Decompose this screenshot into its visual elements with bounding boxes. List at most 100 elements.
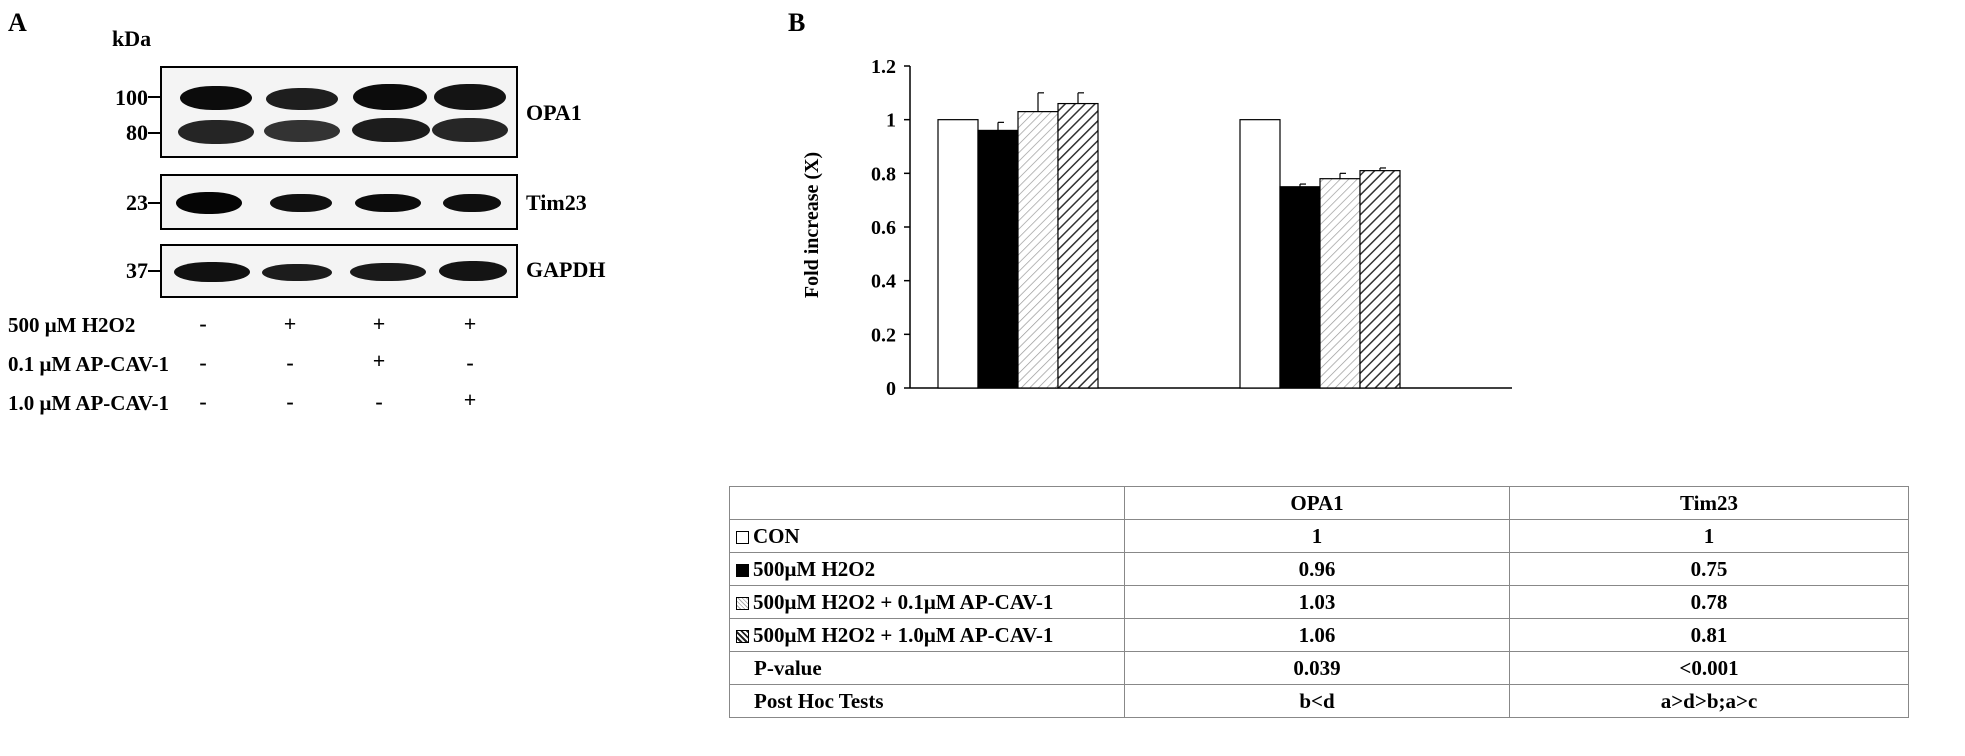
- table-header-opa1: OPA1: [1124, 486, 1510, 520]
- blot-tim23: [160, 174, 518, 230]
- table-row: 500μM H2O2 + 0.1μM AP-CAV-1 1.03 0.78: [729, 585, 1909, 619]
- band: [270, 194, 332, 212]
- table-header-tim23: Tim23: [1509, 486, 1909, 520]
- treatment-sign: -: [199, 350, 207, 375]
- treatment-sign: +: [372, 311, 386, 336]
- band: [439, 261, 507, 281]
- band: [353, 84, 427, 110]
- legend-swatch-white: [736, 530, 749, 544]
- blot-label-tim23: Tim23: [526, 190, 587, 215]
- treatment-sign: -: [466, 350, 474, 375]
- marker-23: 23: [126, 190, 148, 215]
- table-cell: 0.75: [1509, 552, 1909, 586]
- table-row-label: Post Hoc Tests: [754, 688, 884, 713]
- treatment-label-0-1-apcav1: 0.1 μM AP-CAV-1: [8, 352, 170, 376]
- band: [355, 194, 421, 212]
- blot-opa1: [160, 66, 518, 158]
- treatment-sign: +: [283, 311, 297, 336]
- table-cell: 1: [1509, 519, 1909, 553]
- band: [443, 194, 501, 212]
- treatment-sign: +: [372, 348, 386, 373]
- blot-label-opa1: OPA1: [526, 100, 582, 125]
- table-row: CON 1 1: [729, 519, 1909, 553]
- y-tick-label: 0: [886, 378, 896, 400]
- table-cell: b<d: [1124, 684, 1510, 718]
- table-row-label-cell: 500μM H2O2: [729, 552, 1125, 586]
- panel-a-label: A: [8, 8, 27, 37]
- table-cell: 0.78: [1509, 585, 1909, 619]
- y-tick-label: 1: [886, 110, 896, 132]
- table-row-label: CON: [753, 523, 800, 548]
- marker-80: 80: [126, 120, 148, 145]
- treatment-sign: -: [286, 350, 294, 375]
- marker-100: 100: [115, 85, 148, 110]
- blot-label-gapdh: GAPDH: [526, 257, 606, 282]
- treatment-sign: +: [463, 387, 477, 412]
- band: [434, 84, 506, 110]
- marker-tick: [148, 132, 160, 134]
- kda-label: kDa: [112, 26, 152, 51]
- y-tick-label: 0.8: [871, 163, 896, 185]
- table-cell: 0.81: [1509, 618, 1909, 652]
- table-cell: 1.06: [1124, 618, 1510, 652]
- y-tick-label: 0.6: [871, 217, 896, 239]
- treatment-sign: -: [199, 389, 207, 414]
- table-row: 500μM H2O2 + 1.0μM AP-CAV-1 1.06 0.81: [729, 618, 1909, 652]
- treatment-label-1-0-apcav1: 1.0 μM AP-CAV-1: [8, 391, 170, 415]
- table-row-label: P-value: [754, 655, 822, 680]
- legend-swatch-dark-hatch: [736, 629, 749, 643]
- table-row-label-cell: Post Hoc Tests: [729, 684, 1125, 718]
- table-row: 500μM H2O2 0.96 0.75: [729, 552, 1909, 586]
- legend-swatch-light-hatch: [736, 596, 749, 610]
- band: [180, 86, 252, 110]
- bar-opa1-series-3: [1057, 102, 1099, 389]
- blot-gapdh: [160, 244, 518, 298]
- bar-tim23-series-2: [1319, 178, 1361, 389]
- table-row-label-cell: 500μM H2O2 + 1.0μM AP-CAV-1: [729, 618, 1125, 652]
- table-cell: <0.001: [1509, 651, 1909, 685]
- bar-tim23-series-0: [1239, 119, 1281, 389]
- band: [352, 118, 430, 142]
- band: [432, 118, 508, 142]
- treatment-label-h2o2: 500 μM H2O2: [8, 313, 136, 337]
- data-table: OPA1 Tim23 CON 1 1 500μM H2O2 0.96 0.75 500μM …: [729, 486, 1909, 718]
- treatment-sign: -: [199, 311, 207, 336]
- table-row-label: 500μM H2O2 + 1.0μM AP-CAV-1: [753, 622, 1054, 647]
- band: [264, 120, 340, 142]
- y-tick-label: 0.4: [871, 271, 896, 293]
- table-row-label: 500μM H2O2 + 0.1μM AP-CAV-1: [753, 589, 1054, 614]
- table-cell: 0.039: [1124, 651, 1510, 685]
- table-row-label-cell: 500μM H2O2 + 0.1μM AP-CAV-1: [729, 585, 1125, 619]
- treatment-sign: -: [286, 389, 294, 414]
- table-row-label-cell: P-value: [729, 651, 1125, 685]
- band: [350, 263, 426, 281]
- table-header-row: OPA1 Tim23: [729, 486, 1909, 520]
- bar-opa1-series-1: [977, 129, 1019, 389]
- band: [174, 262, 250, 282]
- table-row: P-value 0.039 <0.001: [729, 651, 1909, 685]
- band: [178, 120, 254, 144]
- y-tick-label: 0.2: [871, 324, 896, 346]
- treatment-sign: -: [375, 389, 383, 414]
- bar-tim23-series-1: [1279, 186, 1321, 389]
- bar-opa1-series-0: [937, 119, 979, 389]
- band: [176, 192, 242, 214]
- band: [262, 264, 332, 281]
- bar-chart: Fold increase (X) 0 0.2 0.4 0.6 0.8 1 1.2: [801, 56, 1512, 400]
- table-row: Post Hoc Tests b<d a>d>b;a>c: [729, 684, 1909, 718]
- y-axis-label: Fold increase (X): [801, 152, 823, 298]
- table-cell: 0.96: [1124, 552, 1510, 586]
- table-row-label: 500μM H2O2: [753, 556, 876, 581]
- y-tick-label: 1.2: [871, 56, 896, 78]
- legend-swatch-black: [736, 563, 749, 577]
- marker-tick: [148, 202, 160, 204]
- marker-tick: [148, 96, 160, 98]
- table-cell: 1: [1124, 519, 1510, 553]
- band: [266, 88, 338, 110]
- bar-tim23-series-3: [1359, 170, 1401, 389]
- marker-37: 37: [126, 258, 148, 283]
- bar-opa1-series-2: [1017, 111, 1059, 389]
- table-cell: a>d>b;a>c: [1509, 684, 1909, 718]
- panel-b-label: B: [788, 8, 806, 37]
- table-cell: 1.03: [1124, 585, 1510, 619]
